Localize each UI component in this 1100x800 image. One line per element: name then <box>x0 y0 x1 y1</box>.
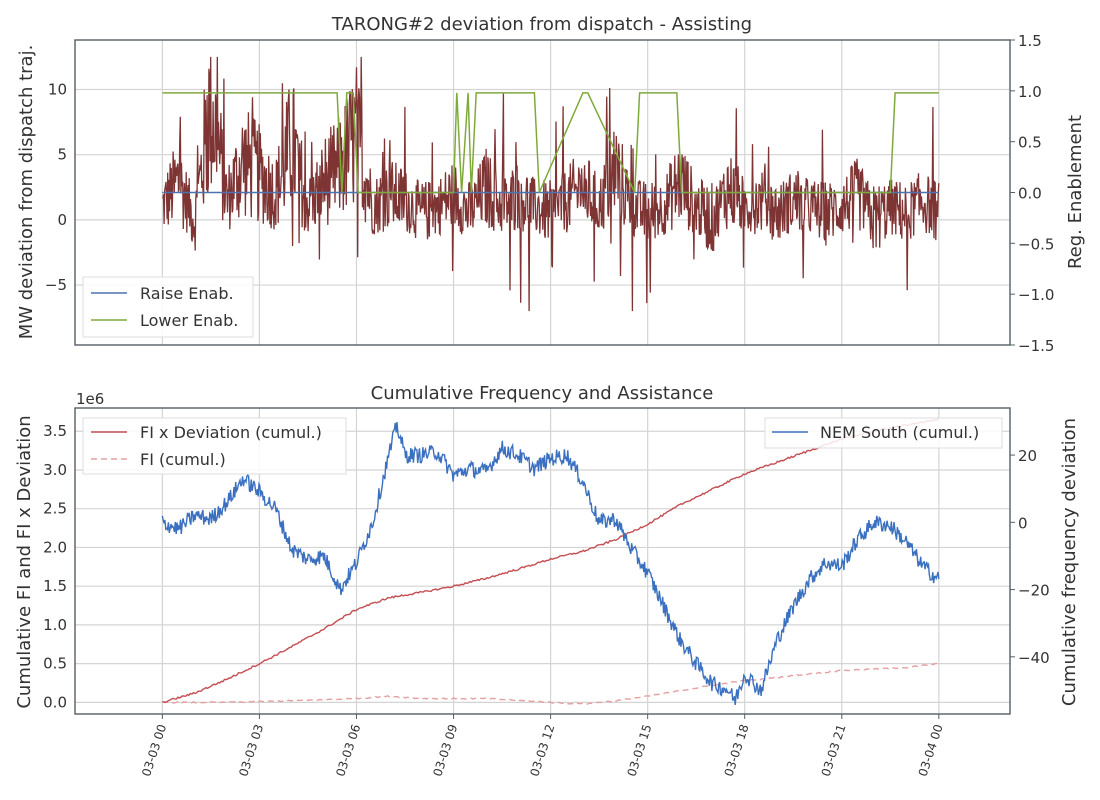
bottom-y-tick-label: 3.5 <box>43 422 67 440</box>
bottom-y2-tick-label: 0 <box>1018 514 1028 532</box>
series-fi-cumul <box>162 662 939 705</box>
bottom-y2-axis-label: Cumulative frequency deviation <box>1059 418 1080 706</box>
top-chart-title: TARONG#2 deviation from dispatch - Assis… <box>331 14 752 35</box>
bottom-legend-right-box <box>764 417 1003 449</box>
bottom-y-tick-label: 3.0 <box>43 461 67 479</box>
top-y2-tick-label: 1.0 <box>1018 83 1042 101</box>
bottom-plot-frame <box>74 407 1011 715</box>
bottom-legend-right: NEM South (cumul.) <box>764 417 1003 449</box>
legend-label-fi: FI (cumul.) <box>140 450 226 469</box>
bottom-y-tick-label: 2.5 <box>43 500 67 518</box>
top-y2-tick-label: −0.5 <box>1018 235 1054 253</box>
top-y2-tick-label: −1.0 <box>1018 286 1054 304</box>
legend-label-nem: NEM South (cumul.) <box>820 423 979 442</box>
bottom-y2-tick-label: −20 <box>1018 582 1050 600</box>
bottom-y-tick-label: 0.0 <box>43 693 67 711</box>
top-right-ticks: −1.5 −1.0 −0.5 0.0 0.5 1.0 1.5 <box>1010 32 1054 355</box>
bottom-y-axis-label: Cumulative FI and FI x Deviation <box>14 415 35 708</box>
bottom-left-ticks: 0.0 0.5 1.0 1.5 2.0 2.5 3.0 3.5 <box>43 422 67 711</box>
top-y2-tick-label: 1.5 <box>1018 32 1042 50</box>
top-legend-box <box>82 276 254 338</box>
bottom-right-ticks: −40 −20 0 20 <box>1010 447 1050 667</box>
bottom-legend-left: FI x Deviation (cumul.) FI (cumul.) <box>82 417 347 475</box>
top-y-tick-label: 5 <box>57 146 67 164</box>
bottom-y2-tick-label: −40 <box>1018 649 1050 667</box>
series-mw-deviation <box>162 56 940 312</box>
top-y-tick-label: −5 <box>45 276 67 294</box>
top-y-axis-label: MW deviation from dispatch traj. <box>16 45 37 340</box>
legend-label-lower: Lower Enab. <box>140 311 238 330</box>
series-nem-south-cumul <box>161 422 940 705</box>
bottom-y-tick-label: 2.0 <box>43 538 67 556</box>
top-legend: Raise Enab. Lower Enab. <box>82 276 254 338</box>
top-y2-tick-label: 0.0 <box>1018 185 1042 203</box>
legend-label-raise: Raise Enab. <box>140 284 234 303</box>
bottom-y-tick-label: 0.5 <box>43 655 67 673</box>
bottom-series <box>161 418 940 705</box>
series-fi-deviation-cumul <box>162 418 939 704</box>
legend-label-fi-dev: FI x Deviation (cumul.) <box>140 423 322 442</box>
top-panel: −5 0 5 10 −1.5 −1.0 −0.5 0.0 0.5 1.0 1.5 TARONG#2… <box>16 14 1086 355</box>
bottom-y-tick-label: 1.5 <box>43 577 67 595</box>
top-y2-tick-label: −1.5 <box>1018 337 1054 355</box>
bottom-y2-tick-label: 20 <box>1018 447 1037 465</box>
bottom-y-tick-label: 1.0 <box>43 616 67 634</box>
bottom-legend-left-box <box>82 417 347 475</box>
bottom-chart-title: Cumulative Frequency and Assistance <box>371 383 714 404</box>
bottom-offset-text: 1e6 <box>76 390 104 408</box>
series-lower-enab <box>162 92 939 194</box>
top-series <box>162 56 940 312</box>
top-y-tick-label: 10 <box>48 81 67 99</box>
top-left-ticks: −5 0 5 10 <box>45 81 67 295</box>
top-y2-axis-label: Reg. Enablement <box>1065 115 1086 269</box>
top-y2-tick-label: 0.5 <box>1018 134 1042 152</box>
top-y-tick-label: 0 <box>57 211 67 229</box>
